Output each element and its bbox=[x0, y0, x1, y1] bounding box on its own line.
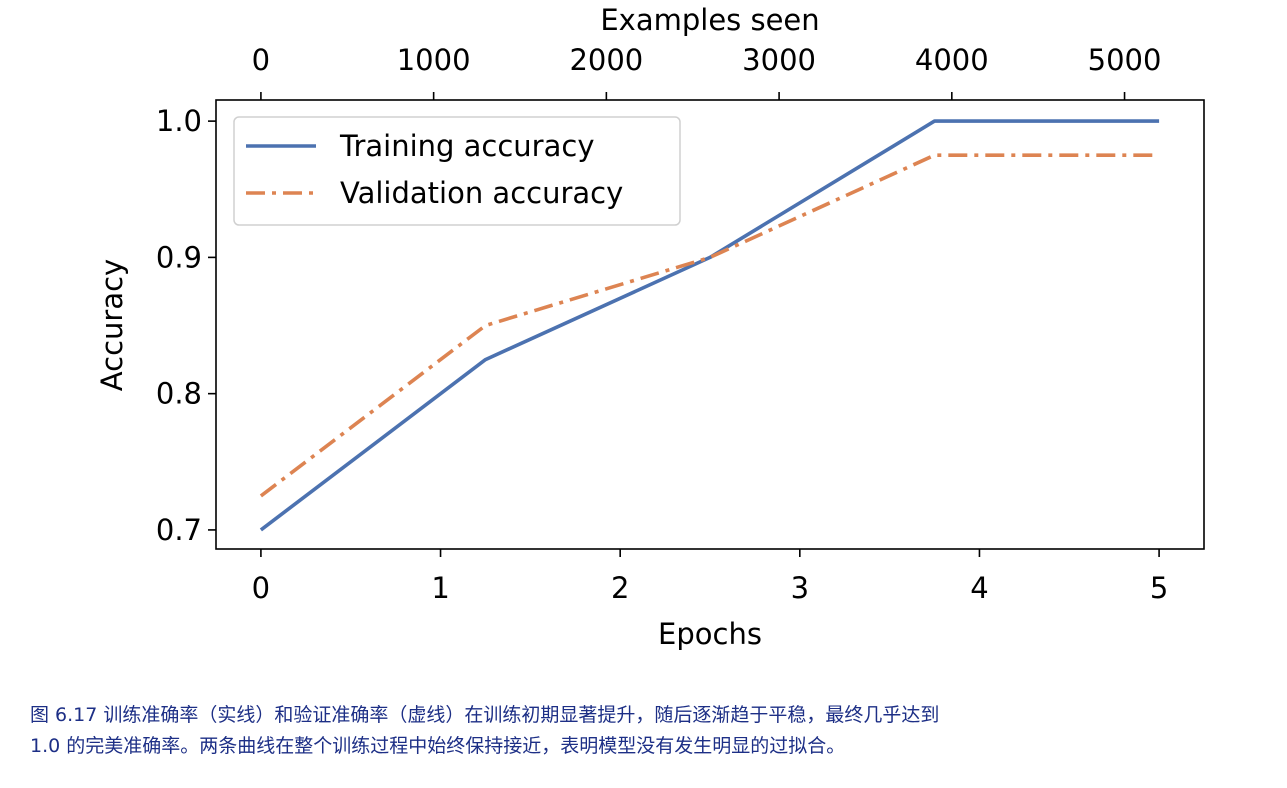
x-top-tick-label: 4000 bbox=[915, 43, 989, 77]
x-top-tick-label: 5000 bbox=[1088, 43, 1162, 77]
series-line-training bbox=[259, 119, 1160, 532]
legend-label-training: Training accuracy bbox=[339, 129, 595, 163]
x-bottom-tick-label: 5 bbox=[1150, 571, 1168, 605]
top-axis-label: Examples seen bbox=[600, 3, 819, 37]
accuracy-chart: 0 1 2 3 4 50 1000 2000 3000 4000 50000.70.80.91.0 … bbox=[95, 3, 1205, 651]
y-tick-label: 0.9 bbox=[156, 240, 202, 274]
x-bottom-tick-label: 0 bbox=[252, 571, 270, 605]
plot-frame bbox=[215, 99, 1205, 550]
caption-line-2: 1.0 的完美准确率。两条曲线在整个训练过程中始终保持接近，表明模型没有发生明显… bbox=[30, 735, 846, 757]
bottom-axis-label: Epochs bbox=[658, 617, 762, 651]
series-line-validation bbox=[259, 153, 1160, 498]
legend-label-validation: Validation accuracy bbox=[340, 176, 623, 210]
x-top-tick-label: 2000 bbox=[569, 43, 643, 77]
caption-line-1: 图 6.17 训练准确率（实线）和验证准确率（虚线）在训练初期显著提升，随后逐渐… bbox=[30, 704, 940, 726]
plot-layer bbox=[259, 119, 1160, 532]
x-bottom-tick-label: 3 bbox=[791, 571, 809, 605]
x-top-tick-label: 1000 bbox=[397, 43, 471, 77]
y-tick-label: 0.8 bbox=[156, 377, 202, 411]
legend-box bbox=[233, 116, 681, 226]
legend: Training accuracy Validation accuracy bbox=[233, 116, 681, 226]
x-bottom-tick-label: 1 bbox=[431, 571, 449, 605]
ticks-layer: 0 1 2 3 4 5 0 1000 2000 3000 4000 5000 0.7 0.8 0.9 1.0 bbox=[156, 43, 1168, 605]
x-top-tick-label: 3000 bbox=[742, 43, 816, 77]
y-tick-label: 1.0 bbox=[156, 104, 202, 138]
y-tick-label: 0.7 bbox=[156, 513, 202, 547]
x-bottom-tick-label: 2 bbox=[611, 571, 629, 605]
figure-caption: 图 6.17 训练准确率（实线）和验证准确率（虚线）在训练初期显著提升，随后逐渐… bbox=[30, 700, 1260, 762]
x-top-tick-label: 0 bbox=[252, 43, 270, 77]
y-axis-label: Accuracy bbox=[95, 259, 129, 391]
x-bottom-tick-label: 4 bbox=[970, 571, 988, 605]
